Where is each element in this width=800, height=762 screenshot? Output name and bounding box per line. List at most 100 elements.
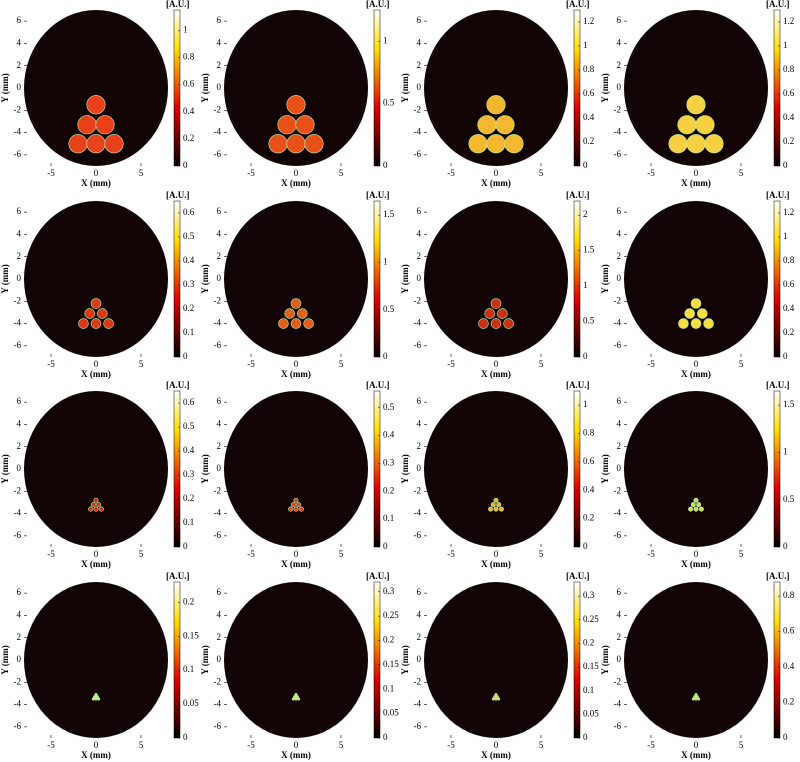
colorbar-tick-label: 0.2: [783, 327, 794, 337]
colorbar-label: [A.U.]: [166, 571, 190, 581]
colorbar-tick-label: 0: [383, 541, 388, 551]
colorbar-tick-label: 0.05: [383, 708, 399, 718]
colorbar-tick-label: 0.4: [783, 661, 795, 671]
spot: [290, 318, 302, 329]
x-tick-label: -5: [247, 740, 255, 750]
y-tick-label: 4: [17, 228, 22, 238]
spot: [493, 506, 499, 512]
colorbar-tick-label: 0.1: [383, 513, 394, 523]
y-tick-label: 2: [217, 632, 222, 642]
spot: [291, 697, 295, 701]
y-tick-label: -4: [214, 508, 222, 518]
field-of-view: [424, 201, 568, 357]
spot: [486, 95, 506, 115]
colorbar-tick-label: 0.8: [783, 64, 795, 74]
colorbar-tick-label: 0: [183, 541, 188, 551]
field-of-view: [624, 391, 768, 547]
field-of-view: [224, 582, 368, 738]
spot: [484, 308, 495, 319]
y-tick-label: 4: [17, 37, 22, 47]
x-tick-label: 5: [139, 168, 144, 178]
colorbar-tick-label: 0.05: [183, 698, 199, 708]
y-tick-label: -6: [214, 721, 222, 731]
y-tick-label: 2: [17, 632, 22, 642]
y-tick-label: 4: [217, 609, 222, 619]
spot: [93, 506, 99, 512]
x-tick-label: -5: [647, 740, 655, 750]
y-tick-label: 6: [417, 15, 422, 25]
colorbar-label: [A.U.]: [166, 190, 190, 200]
colorbar: [573, 200, 581, 358]
colorbar-tick-label: 0.8: [783, 590, 795, 600]
spot: [91, 697, 95, 701]
spot: [293, 497, 299, 503]
y-axis-label: Y (mm): [200, 264, 210, 293]
y-tick-label: 0: [617, 654, 622, 664]
y-tick-label: -2: [14, 485, 22, 495]
spot: [468, 134, 488, 154]
colorbar-tick-label: 0: [383, 351, 388, 361]
x-tick-label: -5: [447, 168, 455, 178]
x-axis-label: X (mm): [481, 178, 511, 188]
y-tick-label: 0: [617, 463, 622, 473]
spot: [668, 134, 688, 154]
x-tick-label: -5: [47, 359, 55, 369]
spot: [77, 115, 97, 135]
colorbar-tick-label: 1.2: [783, 207, 794, 217]
y-tick-label: -4: [14, 318, 22, 328]
spot: [94, 697, 98, 701]
y-axis-label: Y (mm): [0, 454, 10, 483]
colorbar-tick-label: 0.3: [183, 469, 195, 479]
spot: [295, 115, 315, 135]
y-tick-label: -6: [14, 530, 22, 540]
spot: [290, 298, 302, 309]
colorbar-tick-label: 0.6: [583, 456, 595, 466]
spot: [490, 318, 502, 329]
colorbar-tick-label: 0.6: [183, 207, 195, 217]
y-tick-label: 2: [217, 60, 222, 70]
colorbar-tick-label: 0.4: [783, 303, 795, 313]
colorbar-tick-label: 0: [583, 732, 588, 742]
colorbar-tick-label: 0.2: [783, 697, 794, 707]
colorbar-tick-label: 1.2: [783, 16, 794, 26]
y-tick-label: -2: [14, 676, 22, 686]
y-tick-label: -4: [214, 699, 222, 709]
x-tick-label: 5: [139, 549, 144, 559]
spot: [493, 497, 499, 503]
spot: [504, 134, 524, 154]
colorbar-tick-label: 0.15: [183, 630, 199, 640]
y-tick-label: 0: [217, 82, 222, 92]
x-tick-label: -5: [247, 549, 255, 559]
y-tick-label: 0: [417, 273, 422, 283]
y-tick-label: -6: [414, 149, 422, 159]
spot: [691, 697, 695, 701]
y-tick-label: 0: [17, 273, 22, 283]
spot: [493, 695, 497, 699]
y-tick-label: 4: [617, 228, 622, 238]
colorbar-label: [A.U.]: [566, 571, 590, 581]
colorbar-tick-label: 0.6: [183, 397, 195, 407]
x-tick-label: 5: [139, 740, 144, 750]
spot: [88, 506, 94, 512]
y-tick-label: -2: [214, 104, 222, 114]
spot: [688, 506, 694, 512]
y-tick-label: -6: [14, 340, 22, 350]
colorbar-tick-label: 1: [183, 24, 188, 34]
y-tick-label: 2: [617, 441, 622, 451]
colorbar-tick-label: 0: [583, 160, 588, 170]
x-axis-label: X (mm): [281, 750, 311, 760]
colorbar-tick-label: 0.6: [783, 626, 795, 636]
spot: [495, 695, 499, 699]
spot: [284, 308, 295, 319]
colorbar-tick-label: 0: [783, 351, 788, 361]
y-tick-label: -4: [414, 127, 422, 137]
y-tick-label: 4: [417, 37, 422, 47]
y-tick-label: -2: [614, 295, 622, 305]
colorbar-tick-label: 0.5: [383, 402, 395, 412]
x-tick-label: 5: [539, 549, 544, 559]
y-tick-label: 2: [417, 441, 422, 451]
colorbar-tick-label: 0.1: [183, 664, 194, 674]
spot: [298, 506, 304, 512]
colorbar-tick-label: 0.5: [783, 494, 795, 504]
spot: [93, 497, 99, 503]
